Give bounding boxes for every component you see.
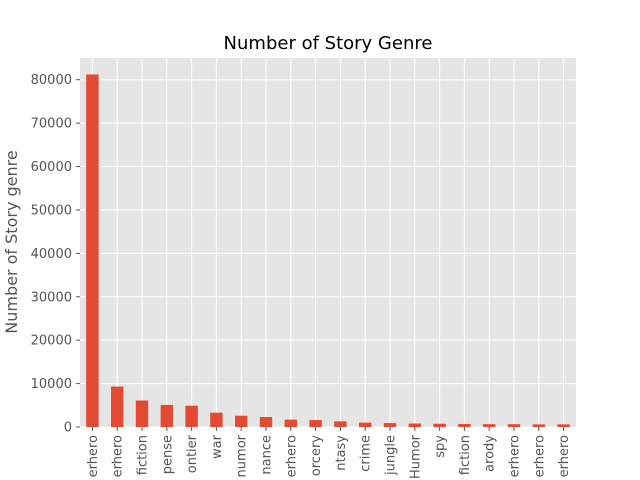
x-tick-label: erhero: [557, 435, 572, 477]
bar: [433, 423, 446, 427]
chart-title: Number of Story Genre: [224, 33, 433, 54]
bar: [111, 386, 124, 427]
x-tick-label: arody: [483, 435, 498, 472]
bar: [557, 424, 570, 427]
bar: [259, 417, 273, 427]
bar: [408, 423, 421, 427]
x-tick-label: erhero: [532, 435, 547, 477]
bar: [458, 423, 471, 427]
x-tick-label: orcery: [309, 435, 324, 477]
x-tick-label: ntasy: [334, 435, 349, 471]
x-tick-label: fiction: [136, 435, 151, 475]
x-tick-label: spy: [433, 435, 448, 458]
x-tick-label: crime: [359, 435, 374, 472]
y-axis-label: Number of Story genre: [2, 150, 21, 333]
x-tick-label: erhero: [508, 435, 523, 477]
bar: [160, 404, 173, 427]
x-tick-label: war: [210, 434, 225, 459]
x-tick-label: Humor: [408, 434, 423, 479]
x-tick-label: erhero: [111, 435, 126, 477]
bar: [359, 422, 372, 427]
grid-lines: [80, 58, 576, 428]
bars: [86, 74, 570, 428]
y-tick-label: 50000: [31, 203, 72, 218]
x-tick-label: numor: [235, 434, 250, 477]
bar: [532, 424, 545, 427]
x-tick-label: fiction: [458, 435, 473, 475]
bar: [309, 420, 322, 427]
bar: [507, 424, 521, 427]
bar: [185, 405, 198, 427]
x-tick-label: erhero: [86, 435, 101, 477]
y-tick-label: 10000: [31, 377, 72, 392]
bar: [284, 419, 297, 427]
bar: [86, 74, 99, 428]
y-tick-label: 40000: [31, 247, 72, 262]
plot-background: [80, 58, 576, 427]
x-tick-label: jungle: [384, 435, 399, 476]
bar: [383, 423, 397, 427]
y-tick-label: 70000: [31, 117, 72, 132]
x-tick-label: nance: [260, 435, 275, 475]
x-tick-label: erhero: [284, 435, 299, 477]
y-tick-label: 30000: [31, 290, 72, 305]
y-tick-label: 60000: [31, 160, 72, 175]
bar: [334, 421, 347, 427]
bar: [210, 412, 223, 427]
y-axis-ticks: 0 10000 20000 30000 40000 50000 60000 70000 8000…: [31, 73, 80, 436]
bar: [483, 424, 496, 427]
x-axis-ticks: erhero erhero fiction pense ontier war numor na…: [86, 427, 572, 479]
y-tick-label: 0: [64, 421, 72, 436]
x-tick-label: ontier: [185, 434, 200, 473]
y-tick-label: 20000: [31, 334, 72, 349]
x-tick-label: pense: [160, 435, 175, 474]
y-tick-label: 80000: [31, 73, 72, 88]
bar: [135, 400, 149, 427]
bar: [235, 415, 248, 427]
